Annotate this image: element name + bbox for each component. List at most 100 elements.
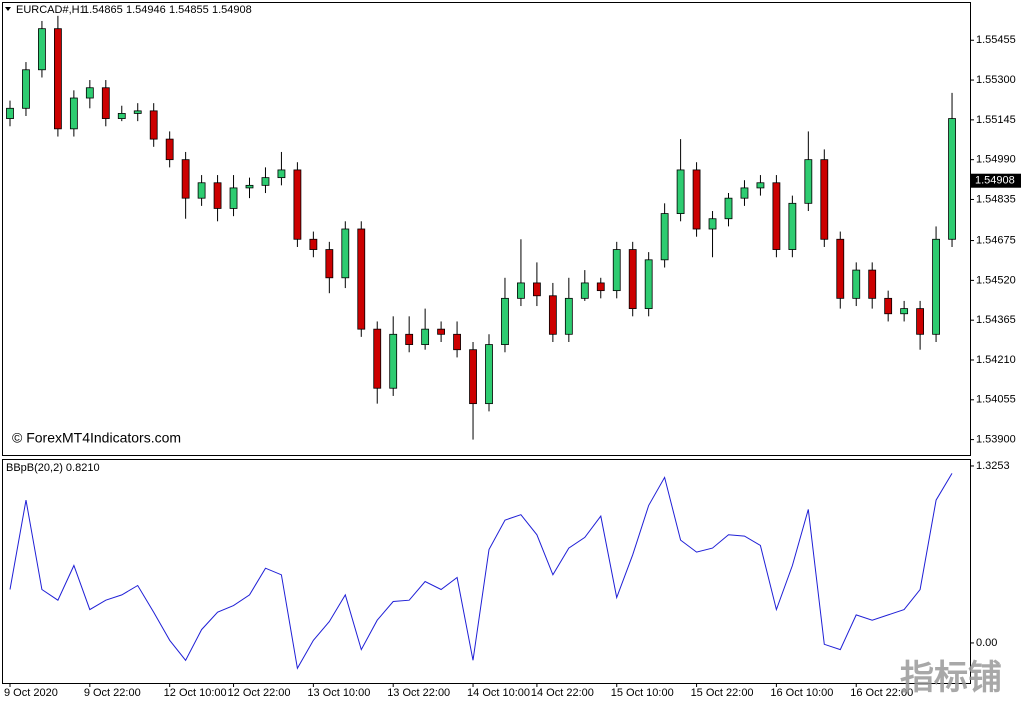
- candle-body: [405, 333, 414, 345]
- x-tick-label: 14 Oct 10:00: [467, 687, 530, 699]
- y-tick-label: 1.54990: [976, 154, 1016, 166]
- candle-body: [564, 297, 573, 335]
- candle-body: [676, 169, 685, 214]
- price-tag: [971, 173, 1021, 188]
- y-tick-label: 1.53900: [976, 433, 1016, 445]
- watermark: © ForexMT4Indicators.com: [12, 430, 181, 446]
- candle-body: [149, 110, 158, 140]
- y-tick-label: 1.54675: [976, 234, 1016, 246]
- x-tick-label: 15 Oct 22:00: [691, 687, 754, 699]
- candle-body: [708, 218, 717, 230]
- candle-body: [501, 297, 509, 345]
- x-tick-label: 16 Oct 10:00: [770, 687, 833, 699]
- candle-body: [548, 295, 557, 335]
- candle-body: [389, 333, 398, 389]
- y-tick-label: 1.55145: [976, 114, 1016, 126]
- candle-body: [580, 282, 589, 299]
- indicator-line: [9, 473, 953, 670]
- main-pane: [2, 2, 971, 456]
- candle-body: [373, 328, 382, 389]
- candle-body: [6, 107, 14, 119]
- y-tick-label: 1.3253: [976, 460, 1010, 472]
- corner-watermark: 指标铺: [900, 659, 1002, 697]
- candle-body: [788, 202, 797, 250]
- candle-body: [596, 282, 605, 292]
- candle-body: [868, 269, 877, 299]
- candle-body: [101, 87, 110, 119]
- candle-body: [293, 169, 302, 240]
- x-tick-label: 13 Oct 10:00: [307, 687, 370, 699]
- candle-body: [309, 238, 318, 250]
- candle-body: [421, 328, 430, 345]
- candle-body: [85, 87, 94, 99]
- candle-body: [533, 282, 541, 297]
- x-tick-label: 9 Oct 2020: [4, 687, 58, 699]
- candle-body: [197, 182, 206, 199]
- price-tag-label: 1.54908: [975, 175, 1015, 187]
- y-tick-label: 1.55300: [976, 74, 1016, 86]
- candle-body: [756, 182, 765, 189]
- indicator-pane: [2, 459, 971, 684]
- candle-body: [612, 249, 621, 292]
- y-tick-label: 1.54210: [976, 354, 1016, 366]
- candle-body: [341, 228, 350, 279]
- candle-body: [38, 28, 46, 71]
- indicator-title: BBpB(20,2) 0.8210: [6, 462, 100, 474]
- candle-body: [724, 197, 733, 220]
- y-tick-label: 1.55455: [976, 34, 1016, 46]
- y-tick-label: 1.54520: [976, 274, 1016, 286]
- candle-body: [213, 182, 222, 209]
- x-tick-label: 14 Oct 22:00: [531, 687, 594, 699]
- candle-body: [660, 213, 669, 261]
- x-tick-label: 12 Oct 10:00: [164, 687, 227, 699]
- candle-body: [884, 297, 893, 315]
- x-tick-label: 16 Oct 22:00: [850, 687, 913, 699]
- candle-body: [517, 282, 525, 299]
- candle-body: [900, 308, 909, 315]
- y-tick-label: 0.00: [976, 637, 997, 649]
- candle-body: [54, 28, 62, 130]
- candle-body: [836, 238, 845, 299]
- candle-body: [852, 269, 861, 299]
- candle-body: [165, 138, 174, 161]
- candle-body: [261, 177, 270, 186]
- header-low: 1.54855: [169, 4, 209, 16]
- candle-body: [820, 159, 829, 240]
- candle-body: [277, 169, 286, 179]
- candle-body: [772, 182, 781, 250]
- candle-body: [916, 308, 924, 335]
- candle-body: [453, 333, 461, 351]
- candle-body: [469, 349, 477, 405]
- x-tick-label: 15 Oct 10:00: [611, 687, 674, 699]
- candle-body: [229, 187, 238, 209]
- candle-body: [437, 328, 446, 335]
- candle-body: [804, 159, 813, 204]
- candle-body: [69, 97, 78, 130]
- candle-body: [948, 118, 956, 240]
- candle-body: [628, 249, 637, 310]
- candle-body: [325, 249, 334, 279]
- y-tick-label: 1.54055: [976, 394, 1016, 406]
- y-tick-label: 1.54365: [976, 314, 1016, 326]
- candle-body: [22, 69, 30, 109]
- header-high: 1.54946: [126, 4, 166, 16]
- candle-body: [485, 344, 493, 405]
- y-tick-label: 1.54835: [976, 193, 1016, 205]
- candle-body: [133, 110, 142, 114]
- candle-body: [181, 159, 190, 199]
- x-tick-label: 13 Oct 22:00: [387, 687, 450, 699]
- header-open: 1.54865: [83, 4, 123, 16]
- candle-body: [740, 187, 749, 199]
- candle-body: [357, 228, 366, 330]
- x-tick-label: 9 Oct 22:00: [84, 687, 141, 699]
- candle-body: [644, 259, 653, 310]
- candle-body: [117, 113, 126, 119]
- symbol: EURCAD#,H1: [16, 4, 86, 16]
- candle-body: [932, 238, 940, 335]
- menu-arrow[interactable]: [5, 7, 11, 11]
- header-close: 1.54908: [212, 4, 252, 16]
- candle-body: [245, 184, 254, 189]
